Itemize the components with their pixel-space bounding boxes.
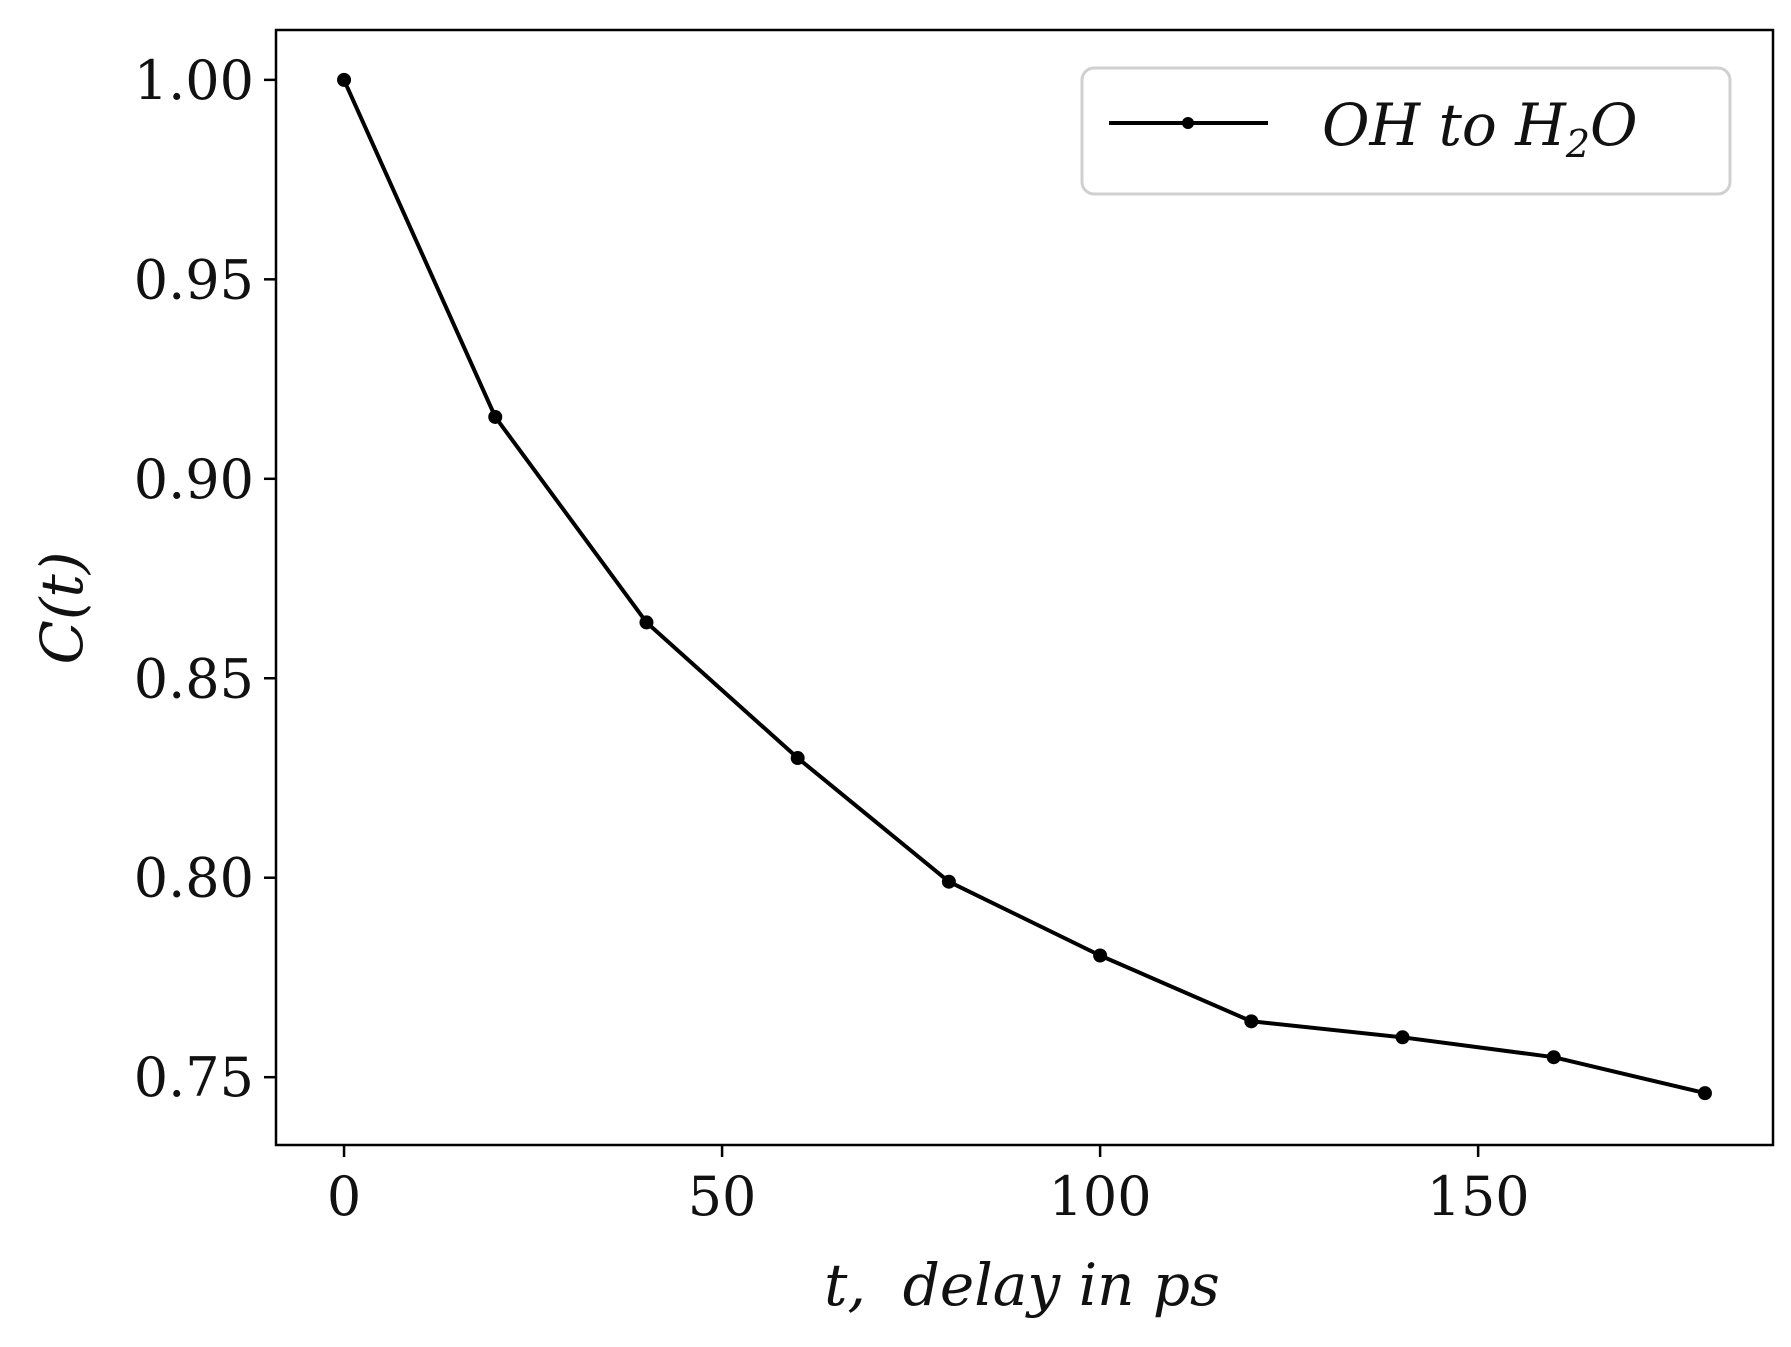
data-point — [488, 409, 503, 424]
data-point — [1244, 1014, 1259, 1029]
data-point — [1395, 1030, 1410, 1045]
legend-box — [1080, 66, 1732, 196]
y-axis: 0.75 0.80 0.85 0.90 0.95 1.00 — [134, 49, 276, 1109]
y-tick-label: 0.95 — [134, 248, 254, 311]
y-tick-label: 1.00 — [134, 49, 254, 112]
x-axis: 0 50 100 150 — [327, 1145, 1530, 1228]
series-line — [342, 79, 1706, 1096]
data-point — [941, 874, 956, 889]
plot-frame — [274, 28, 1775, 1147]
data-point — [639, 615, 654, 630]
plot-area — [274, 28, 1775, 1147]
y-tick-label: 0.75 — [134, 1046, 254, 1109]
y-tick-label: 0.85 — [134, 647, 254, 710]
data-point — [790, 751, 805, 766]
x-tick-label: 50 — [688, 1165, 757, 1228]
legend-marker — [1182, 117, 1194, 129]
data-point — [1546, 1050, 1561, 1065]
data-point — [1093, 948, 1108, 963]
data-point — [1697, 1086, 1712, 1101]
y-tick-label: 0.90 — [134, 448, 254, 511]
y-axis-title: C(t) — [28, 552, 96, 665]
x-axis-title: t, delay in ps — [824, 1251, 1220, 1319]
x-tick-label: 0 — [327, 1165, 361, 1228]
x-tick-label: 150 — [1427, 1165, 1530, 1228]
legend: OH to H2O — [1080, 66, 1732, 196]
x-tick-label: 100 — [1049, 1165, 1152, 1228]
y-tick-label: 0.80 — [134, 847, 254, 910]
data-point — [337, 72, 352, 87]
legend-label: OH to H2O — [1322, 91, 1638, 166]
